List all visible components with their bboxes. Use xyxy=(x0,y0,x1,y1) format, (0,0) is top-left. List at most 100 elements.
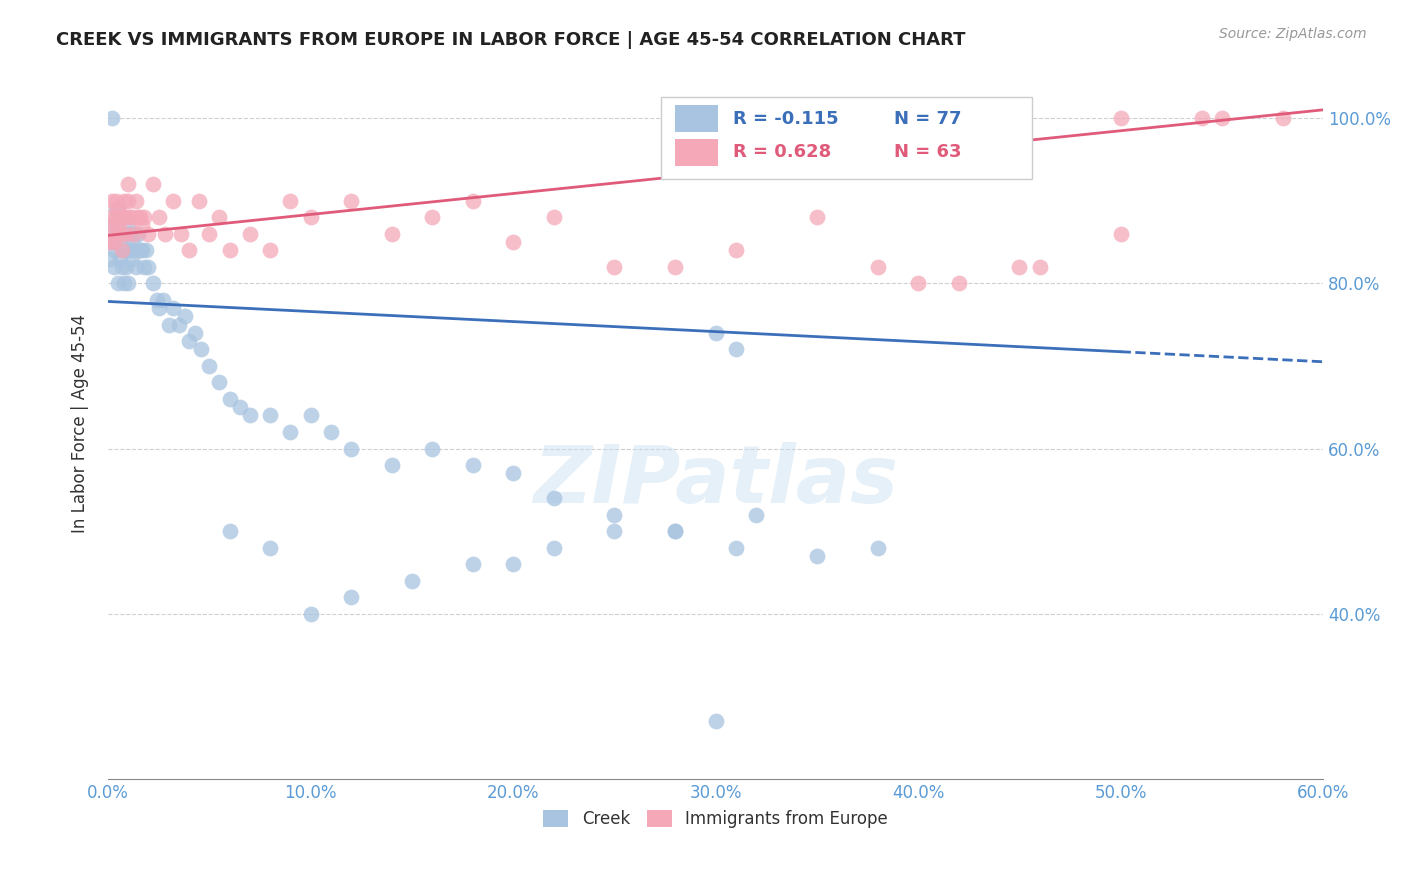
Point xyxy=(121,252,143,266)
Point xyxy=(108,235,131,249)
Point xyxy=(112,277,135,291)
Point xyxy=(167,318,190,332)
Point xyxy=(111,244,134,258)
Point xyxy=(148,301,170,315)
Point xyxy=(278,194,301,208)
Point xyxy=(259,409,281,423)
Point xyxy=(134,260,156,274)
Point xyxy=(380,227,402,241)
Point xyxy=(120,227,142,241)
Point xyxy=(664,524,686,538)
Point xyxy=(420,442,443,456)
Point xyxy=(125,194,148,208)
Point xyxy=(117,194,139,208)
Point xyxy=(461,458,484,472)
Point xyxy=(724,541,747,555)
Point xyxy=(340,590,363,604)
Point xyxy=(103,235,125,249)
Point xyxy=(299,211,322,225)
Point xyxy=(138,260,160,274)
Point xyxy=(502,467,524,481)
Point xyxy=(1271,111,1294,125)
Point xyxy=(103,260,125,274)
Point xyxy=(177,334,200,348)
Point xyxy=(121,235,143,249)
Point xyxy=(152,293,174,307)
Point xyxy=(259,244,281,258)
Point xyxy=(131,244,153,258)
Point xyxy=(112,211,135,225)
Point xyxy=(108,211,131,225)
Point xyxy=(162,301,184,315)
Point xyxy=(603,508,626,522)
Point xyxy=(112,211,135,225)
Point xyxy=(111,244,134,258)
Text: R = -0.115: R = -0.115 xyxy=(733,110,838,128)
Point xyxy=(131,219,153,233)
Text: ZIPatlas: ZIPatlas xyxy=(533,442,898,519)
Point xyxy=(101,235,124,249)
Point xyxy=(461,557,484,571)
Point xyxy=(127,211,149,225)
Point xyxy=(664,260,686,274)
Point xyxy=(105,194,128,208)
Point xyxy=(125,260,148,274)
Point xyxy=(208,211,231,225)
Point xyxy=(907,277,929,291)
Point xyxy=(239,227,262,241)
Point xyxy=(108,227,131,241)
Point xyxy=(101,194,124,208)
Point xyxy=(115,211,138,225)
Point xyxy=(543,491,565,505)
Point xyxy=(218,244,240,258)
Point xyxy=(543,211,565,225)
Point xyxy=(198,359,221,373)
Point xyxy=(380,458,402,472)
Point xyxy=(1191,111,1213,125)
Point xyxy=(148,211,170,225)
Text: CREEK VS IMMIGRANTS FROM EUROPE IN LABOR FORCE | AGE 45-54 CORRELATION CHART: CREEK VS IMMIGRANTS FROM EUROPE IN LABOR… xyxy=(56,31,966,49)
Point xyxy=(299,409,322,423)
Point xyxy=(124,227,146,241)
Point xyxy=(208,376,231,390)
Point xyxy=(1028,260,1050,274)
Point xyxy=(129,211,152,225)
FancyBboxPatch shape xyxy=(661,97,1032,178)
Text: N = 63: N = 63 xyxy=(894,144,962,161)
Point xyxy=(170,227,193,241)
Point xyxy=(319,425,342,439)
Point xyxy=(543,541,565,555)
Point xyxy=(107,202,129,216)
Point xyxy=(138,227,160,241)
Point xyxy=(1008,260,1031,274)
Point xyxy=(806,211,828,225)
FancyBboxPatch shape xyxy=(675,105,718,132)
Point xyxy=(120,211,142,225)
Point xyxy=(1109,227,1132,241)
Point xyxy=(188,194,211,208)
Text: N = 77: N = 77 xyxy=(894,110,962,128)
Point xyxy=(198,227,221,241)
Point xyxy=(401,574,423,588)
Point xyxy=(420,211,443,225)
Point xyxy=(664,524,686,538)
Point xyxy=(340,194,363,208)
Point xyxy=(724,343,747,357)
Point xyxy=(127,227,149,241)
Point xyxy=(107,211,129,225)
Point xyxy=(704,714,727,728)
Point xyxy=(105,202,128,216)
FancyBboxPatch shape xyxy=(675,139,718,166)
Point xyxy=(129,244,152,258)
Point xyxy=(259,541,281,555)
Point xyxy=(101,227,124,241)
Point xyxy=(177,244,200,258)
Y-axis label: In Labor Force | Age 45-54: In Labor Force | Age 45-54 xyxy=(72,314,89,533)
Point xyxy=(108,252,131,266)
Point xyxy=(461,194,484,208)
Point xyxy=(117,219,139,233)
Point xyxy=(806,549,828,563)
Point xyxy=(98,235,121,249)
Point xyxy=(115,227,138,241)
Point xyxy=(299,607,322,621)
